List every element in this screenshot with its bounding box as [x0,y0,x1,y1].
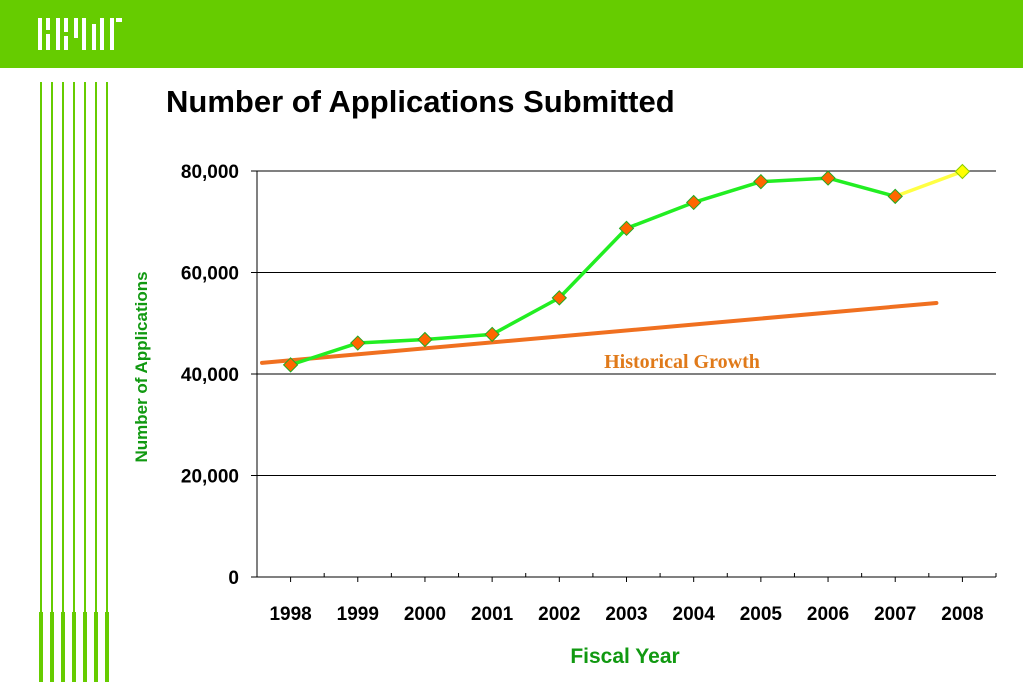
x-tick-label: 2005 [740,604,783,625]
y-tick-label: 0 [228,568,239,589]
chart-title: Number of Applications Submitted [166,84,675,119]
data-point-marker [484,326,500,343]
y-tick-label: 60,000 [181,264,239,285]
data-point-marker [282,357,299,373]
x-tick-label: 2001 [471,604,514,625]
series-line [290,176,896,367]
data-point-marker [417,331,433,348]
x-tick-label: 2008 [941,604,983,625]
y-axis-label: Number of Applications [132,271,151,462]
x-axis-tick-labels: 1998 1999 2000 2001 2002 2003 2004 2005 2006 2007… [269,604,983,625]
x-axis-label: Fiscal Year [570,645,679,668]
decorative-stripes [39,82,109,682]
series-group [290,169,964,367]
y-axis-tick-labels: 0 20,000 40,000 60,000 80,000 [181,162,239,589]
x-tick-label: 2002 [538,604,580,625]
trend-line-label: Historical Growth [604,351,760,373]
data-point-marker [350,335,366,351]
series-line-projection [894,169,964,199]
x-tick-label: 2003 [605,604,647,625]
chart-axes [251,170,997,582]
x-tick-label: 2006 [807,604,849,625]
x-tick-label: 2004 [673,604,716,625]
data-point-marker [820,170,836,186]
x-tick-label: 2000 [404,604,446,625]
data-point-marker [887,188,903,205]
data-point-marker [618,220,635,237]
data-point-marker [685,194,702,211]
y-tick-label: 80,000 [181,162,239,183]
trend-line [260,300,939,365]
data-point-marker [753,173,769,190]
x-tick-label: 2007 [874,604,916,625]
data-markers [282,163,971,373]
chart-grid [257,170,996,476]
y-tick-label: 20,000 [181,467,239,488]
header-bar [0,0,1023,68]
x-tick-label: 1998 [269,604,311,625]
x-tick-label: 1999 [337,604,379,625]
data-point-marker [551,290,568,306]
data-point-marker [954,163,971,180]
trend-line-group [260,300,939,365]
organization-logo-icon [38,18,122,50]
y-tick-label: 40,000 [181,365,239,386]
